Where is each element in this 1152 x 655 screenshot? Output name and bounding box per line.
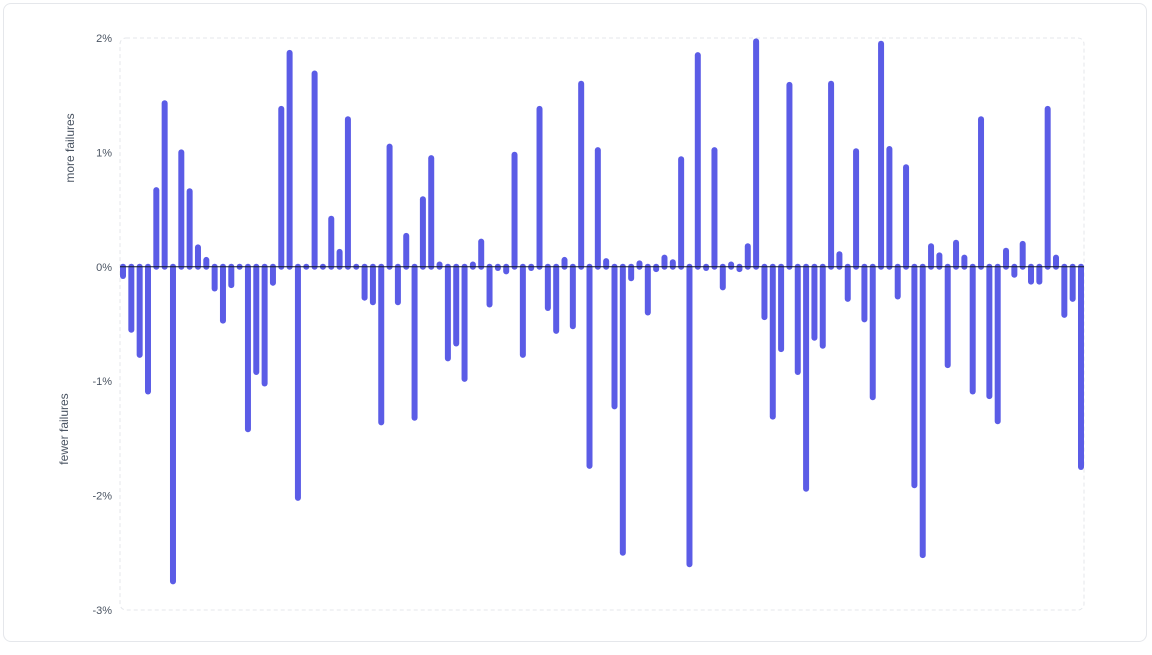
y-axis-label-fewer-failures: fewer failures (57, 393, 71, 464)
y-tick-label: -1% (92, 376, 112, 388)
y-axis-label-more-failures: more failures (63, 113, 77, 182)
y-tick-label: 1% (96, 147, 112, 159)
y-tick-label: -2% (92, 491, 112, 503)
y-tick-label: 0% (96, 262, 112, 274)
y-tick-label: 2% (96, 33, 112, 45)
y-axis-ticks: 2% 1% 0% -1% -2% -3% (92, 33, 112, 617)
bars (120, 38, 1084, 585)
y-tick-label: -3% (92, 605, 112, 617)
